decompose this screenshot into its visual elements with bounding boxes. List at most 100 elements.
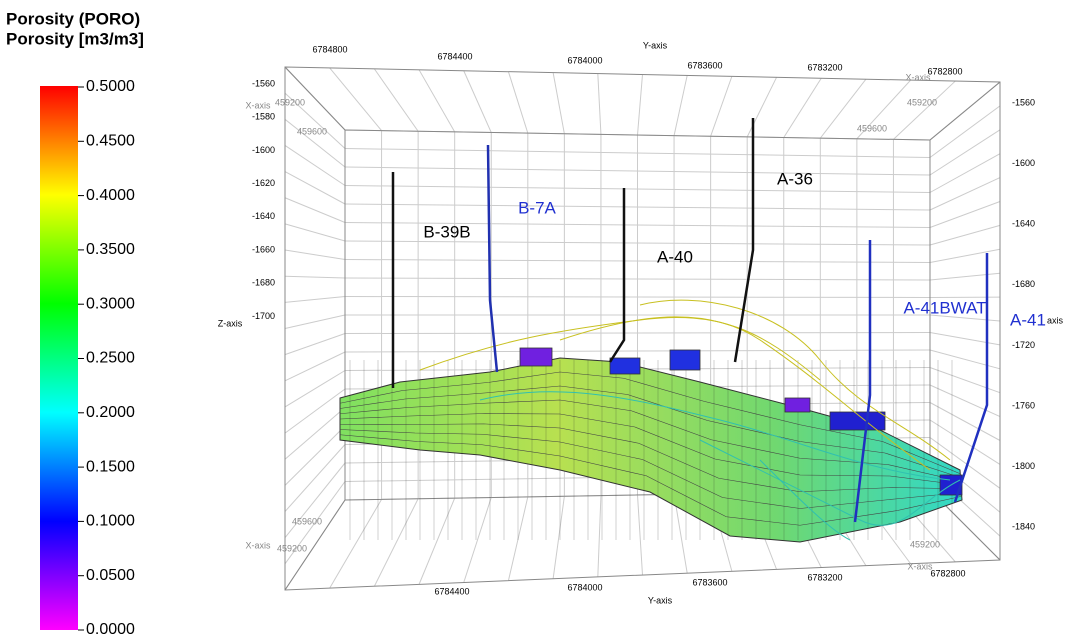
grid-line: [284, 314, 346, 329]
legend-tick-label: 0.3500: [86, 241, 135, 258]
grid-line: [856, 79, 911, 140]
grid-line: [929, 272, 1001, 281]
layer-line: [339, 371, 961, 475]
grid-line: [929, 332, 1001, 346]
grid-line: [929, 105, 1001, 158]
well-paths: [391, 118, 989, 523]
tick-label: -1660: [252, 244, 275, 254]
grid-line: [418, 69, 456, 133]
grid-line: [637, 74, 643, 136]
grid-line: [284, 462, 346, 539]
grid-line: [783, 77, 822, 138]
grid-line: [929, 248, 1001, 263]
well-label: B-39B: [423, 222, 470, 241]
tick-label: 459600: [292, 516, 322, 526]
grid-line: [284, 425, 346, 486]
legend-tick-label: 0.5000: [86, 78, 135, 95]
grid-line: [552, 72, 565, 134]
axis-title: Z-axis: [218, 318, 243, 328]
well-label: A-41BWAT: [903, 298, 986, 317]
streamlines: [419, 299, 961, 541]
grid-line: [463, 70, 492, 133]
grid-line: [284, 481, 346, 565]
grid-line: [344, 277, 931, 281]
tick-label: -1640: [1012, 219, 1035, 229]
grid-line: [329, 499, 382, 589]
tick-label: 6783200: [807, 62, 842, 72]
grid-line: [552, 496, 565, 579]
tick-label: -1560: [252, 78, 275, 88]
tick-label: 6784000: [567, 55, 602, 65]
tick-label: -1580: [252, 112, 275, 122]
tick-label: 6783600: [692, 577, 727, 587]
axis-title: Y-axis: [643, 40, 668, 50]
tick-label: -1680: [1012, 279, 1035, 289]
grid-line: [929, 314, 1001, 322]
grid-line: [929, 384, 1001, 418]
tick-label: 459200: [275, 97, 305, 107]
grid-line: [507, 496, 529, 581]
grid-line: [929, 129, 1001, 176]
grid-line: [929, 402, 1001, 441]
grid-line: [893, 80, 956, 140]
legend-tick-label: 0.4000: [86, 187, 135, 204]
legend-tick-label: 0.1500: [86, 458, 135, 475]
grid-line: [507, 71, 529, 134]
well-label: A-41: [1010, 310, 1046, 329]
grid-line: [284, 223, 346, 242]
tick-label: -1600: [1012, 158, 1035, 168]
tick-label: -1720: [1012, 340, 1035, 350]
layer-line: [339, 399, 961, 482]
grid-line: [929, 419, 1001, 465]
grid-line: [673, 75, 688, 136]
grid-line: [929, 349, 1001, 370]
grid-line: [597, 73, 602, 135]
reservoir-layers: [339, 360, 962, 540]
grid-line: [284, 444, 346, 512]
legend-tick-label: 0.2000: [86, 404, 135, 421]
legend-tick-label: 0.0500: [86, 567, 135, 584]
grid-line: [597, 495, 602, 577]
tick-label: 6784400: [434, 586, 469, 596]
grid-line: [344, 296, 931, 298]
tick-label: 6784400: [437, 51, 472, 61]
grid-line: [344, 259, 931, 263]
grid-line: [463, 497, 492, 583]
tick-label: 6783600: [687, 60, 722, 70]
grid-line: [284, 407, 346, 460]
tick-label: -1800: [1012, 461, 1035, 471]
axis-title: X-axis: [905, 72, 931, 82]
grid-line: [344, 166, 931, 176]
grid-line: [284, 197, 346, 223]
grid-line: [929, 201, 1001, 228]
tick-label: -1560: [1012, 97, 1035, 107]
tick-label: -1680: [252, 278, 275, 288]
grid-line: [929, 437, 1001, 489]
tick-label: 6784000: [567, 582, 602, 592]
grid-line: [710, 76, 733, 137]
grid-line: [284, 118, 346, 168]
grid-line: [637, 494, 643, 576]
grid-line: [284, 249, 346, 260]
tick-label: 459200: [907, 97, 937, 107]
legend-tick-label: 0.1000: [86, 513, 135, 530]
grid-line: [344, 240, 931, 246]
layer-line: [339, 434, 962, 526]
grid-line: [329, 67, 382, 131]
axis-title: Y-axis: [648, 595, 673, 605]
grid-line: [929, 177, 1001, 211]
layer-line: [339, 429, 962, 509]
grid-line: [284, 171, 346, 205]
axis-title: X-axis: [245, 100, 271, 110]
grid-line: [929, 367, 1001, 394]
tick-label: 459600: [297, 126, 327, 136]
grid-line: [344, 332, 931, 334]
tick-label: 459200: [910, 539, 940, 549]
tick-label: 6784800: [312, 44, 347, 54]
grid-line: [284, 296, 346, 303]
grid-line: [284, 388, 346, 434]
grid-line: [418, 497, 456, 585]
grid-line: [344, 349, 931, 353]
